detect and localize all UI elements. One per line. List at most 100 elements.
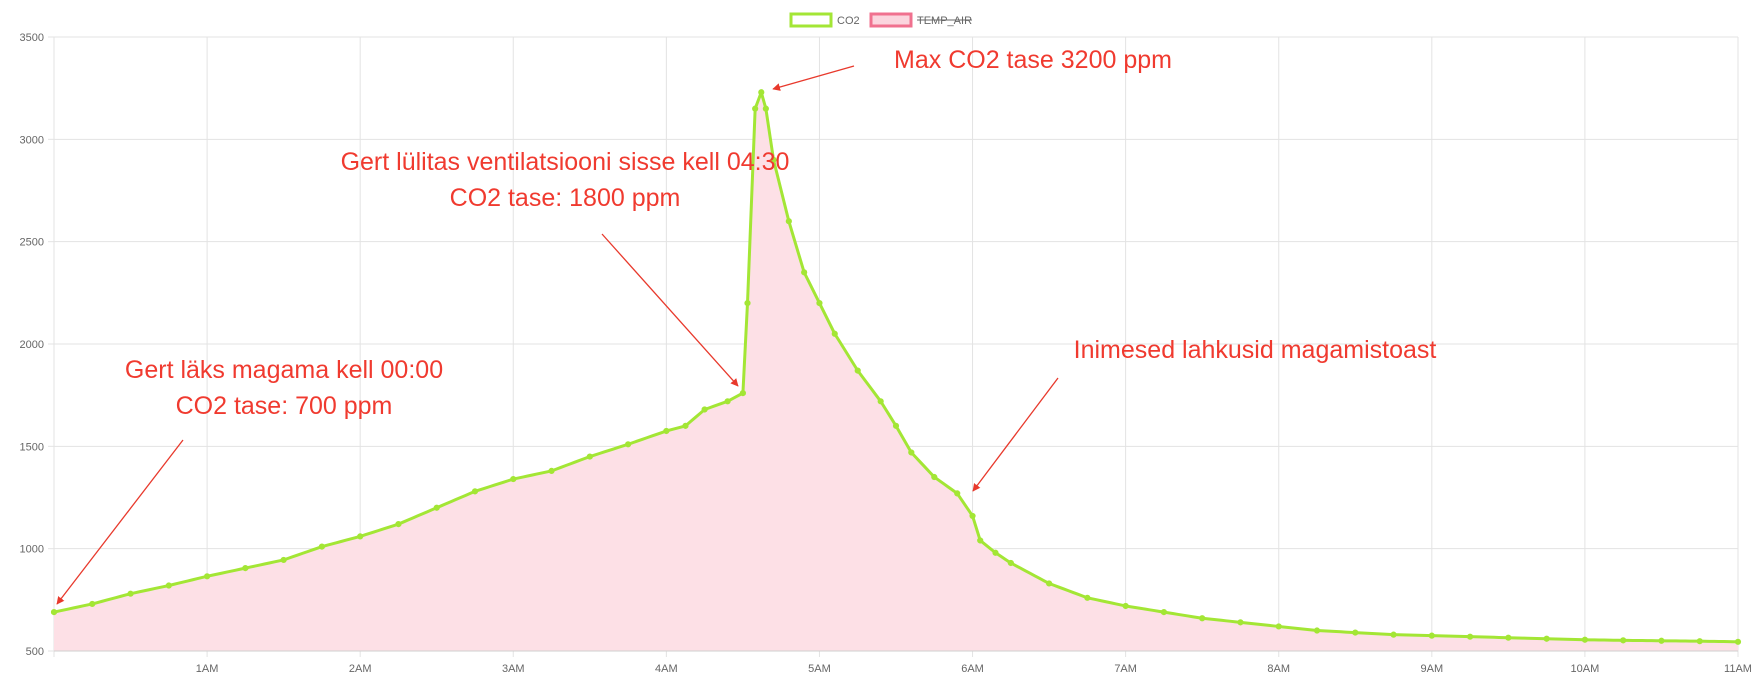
co2-point: [624, 441, 632, 448]
x-tick-label: 7AM: [1114, 663, 1137, 675]
annotation-text: Gert lülitas ventilatsiooni sisse kell 0…: [341, 148, 790, 176]
annotation-text: CO2 tase: 1800 ppm: [450, 184, 681, 212]
co2-point: [203, 573, 211, 580]
co2-point: [1122, 602, 1129, 610]
y-tick-label: 2000: [20, 339, 44, 351]
co2-point: [762, 105, 769, 112]
co2-point: [831, 330, 838, 337]
co2-point: [724, 398, 731, 405]
co2-point: [1352, 629, 1359, 636]
annotation-text: Max CO2 tase 3200 ppm: [894, 46, 1172, 74]
x-tick-label: 4AM: [655, 663, 678, 675]
co2-point: [816, 299, 823, 307]
co2-point: [1199, 615, 1206, 622]
legend-swatch: [789, 12, 833, 28]
series-points: [50, 89, 1742, 645]
annotation-arrow: [972, 377, 1059, 492]
co2-point: [969, 512, 976, 520]
legend-label: TEMP_AIR: [917, 15, 972, 27]
y-tick-label: 3500: [20, 32, 44, 44]
co2-point: [1620, 637, 1627, 644]
co2-point: [586, 453, 593, 460]
co2-point: [242, 565, 249, 572]
annotation-arrow: [601, 233, 739, 387]
co2-point: [954, 490, 961, 497]
co2-point: [1237, 619, 1244, 626]
co2-point: [50, 609, 58, 616]
annotation-4: Gert läks magama kell 00:00 CO2 tase: 700…: [56, 356, 443, 605]
co2-point: [318, 543, 326, 550]
y-tick-label: 1500: [20, 441, 44, 453]
co2-point: [127, 590, 134, 597]
co2-point: [471, 488, 479, 495]
legend-swatch: [869, 12, 913, 28]
co2-point: [395, 521, 402, 528]
co2-point: [1275, 623, 1282, 630]
co2-point: [1581, 636, 1589, 643]
annotation-text: CO2 tase: 700 ppm: [176, 392, 393, 420]
co2-point: [977, 537, 984, 544]
co2-point: [992, 549, 999, 556]
co2-point: [1084, 594, 1091, 601]
co2-point: [1466, 633, 1474, 640]
y-tick-label: 1000: [20, 544, 44, 556]
axes: 500 1000 1500 2000 2500 3000 3500 1AM 2AM 3AM 4AM 5…: [20, 32, 1752, 675]
co2-point: [931, 473, 938, 481]
co2-point: [510, 475, 517, 483]
annotation-arrow: [56, 439, 184, 605]
co2-point: [165, 582, 172, 589]
co2-line: [52, 90, 1740, 644]
annotation-1: Max CO2 tase 3200 ppm: [772, 46, 1172, 91]
annotation-text: Inimesed lahkusid magamistoast: [1074, 336, 1437, 364]
x-tick-label: 8AM: [1267, 663, 1290, 675]
annotation-arrow: [772, 65, 855, 91]
co2-point: [739, 390, 747, 397]
co2-point: [752, 105, 759, 112]
x-tick-label: 10AM: [1571, 663, 1600, 675]
co2-point: [548, 467, 555, 474]
y-tick-label: 3000: [20, 134, 44, 146]
co2-point: [770, 156, 777, 163]
x-tick-label: 11AM: [1724, 663, 1752, 675]
co2-point: [854, 367, 861, 374]
co2-point: [1658, 637, 1665, 644]
co2-point: [1543, 635, 1550, 642]
legend-item-temp-air[interactable]: TEMP_AIR: [869, 12, 972, 28]
legend[interactable]: CO2 TEMP_AIR: [789, 12, 972, 28]
annotation-text: Gert läks magama kell 00:00: [125, 356, 443, 384]
co2-point: [744, 299, 751, 307]
co2-point: [1160, 609, 1168, 616]
legend-label: CO2: [837, 15, 860, 27]
co2-point: [1505, 634, 1512, 641]
x-tick-label: 3AM: [502, 663, 525, 675]
co2-point: [1313, 627, 1321, 634]
co2-point: [801, 269, 808, 276]
y-tick-label: 2500: [20, 237, 44, 249]
co2-point: [877, 398, 884, 405]
annotation-3: Inimesed lahkusid magamistoast: [972, 336, 1437, 492]
series-area: [54, 92, 1738, 651]
co2-point: [357, 533, 364, 540]
co2-point: [663, 427, 670, 435]
co2-point: [908, 449, 915, 456]
co2-point: [433, 504, 440, 511]
x-tick-label: 5AM: [808, 663, 831, 675]
co2-point: [1696, 638, 1703, 645]
co2-point: [682, 422, 689, 429]
co2-point: [1007, 559, 1014, 567]
annotation-2: Gert lülitas ventilatsiooni sisse kell 0…: [341, 148, 790, 387]
co2-point: [785, 218, 792, 225]
x-tick-label: 6AM: [961, 663, 984, 675]
co2-point: [1428, 632, 1435, 639]
co2-point: [701, 406, 708, 413]
co2-point: [1045, 580, 1053, 587]
co2-point: [89, 600, 96, 608]
legend-item-co2[interactable]: CO2: [789, 12, 860, 28]
co2-point: [280, 556, 287, 564]
y-tick-label: 500: [26, 646, 44, 658]
annotations: Max CO2 tase 3200 ppm Gert lülitas ventil…: [56, 46, 1437, 605]
co2-point: [1390, 631, 1397, 638]
x-tick-label: 2AM: [349, 663, 372, 675]
co2-point: [892, 422, 900, 429]
